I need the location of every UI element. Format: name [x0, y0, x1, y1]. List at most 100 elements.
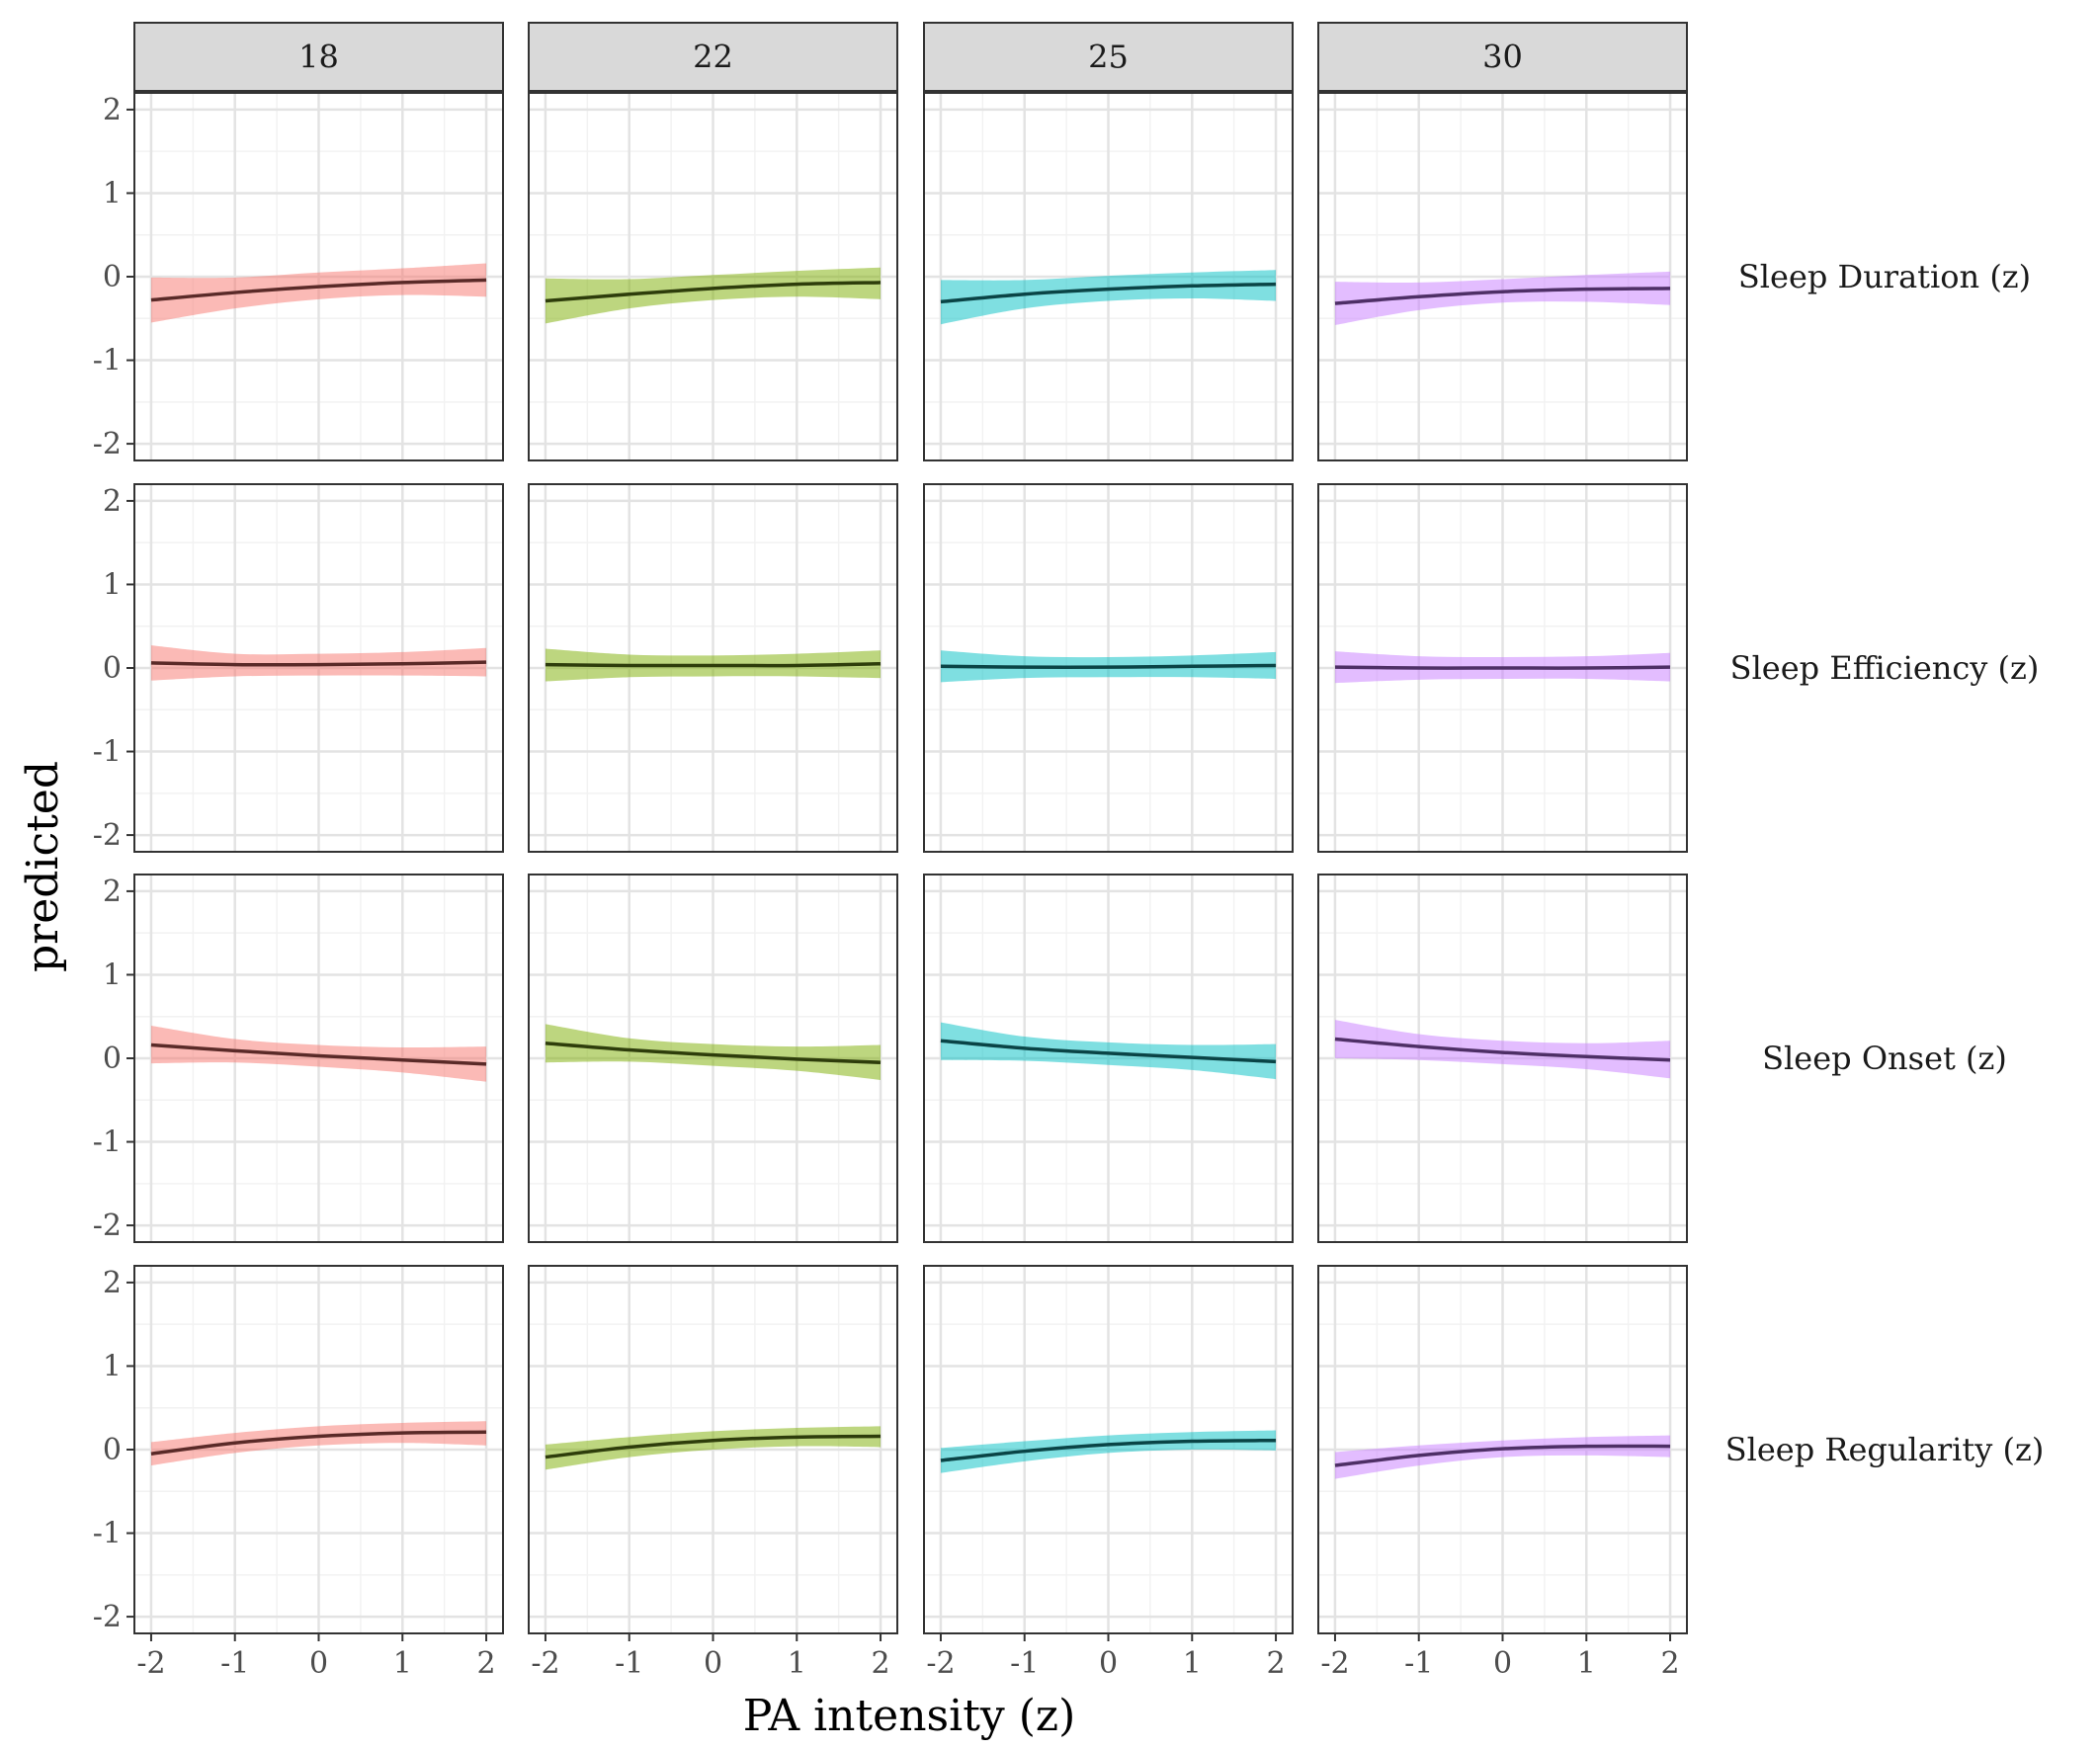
facet-strip-label: 22	[693, 39, 733, 76]
y-tick-label: -2	[93, 818, 122, 853]
facet-strip-30: 30	[1317, 22, 1688, 92]
x-tick-label: 1	[393, 1646, 412, 1681]
x-axis-col-2: -2 -1 0 1 2	[926, 1633, 1286, 1681]
x-tick-label: -2	[531, 1646, 559, 1681]
y-tick-label: 2	[103, 875, 122, 909]
prediction-line	[1334, 1037, 1671, 1062]
y-tick-label: -1	[93, 1125, 122, 1160]
x-tick-label: 1	[1577, 1646, 1596, 1681]
prediction-line	[940, 282, 1277, 304]
panel-border	[1317, 874, 1688, 1243]
panel-r1-c2	[923, 483, 1294, 853]
confidence-band	[150, 1026, 487, 1082]
x-tick-label: 1	[1183, 1646, 1202, 1681]
panel-border	[528, 874, 898, 1243]
facet-strip-22: 22	[528, 22, 898, 92]
y-axis-row-1: -2 -1 0 1 2	[93, 484, 134, 853]
y-axis-row-0: -2 -1 0 1 2	[93, 93, 134, 461]
y-axis-title: predicted	[18, 761, 68, 972]
panel-r0-c3	[1317, 92, 1688, 461]
y-tick-label: -1	[93, 1517, 122, 1551]
panel-r2-c0	[133, 874, 504, 1243]
confidence-band	[1334, 1020, 1671, 1079]
prediction-line	[545, 1434, 882, 1459]
confidence-band	[150, 263, 487, 323]
y-tick-label: 0	[103, 260, 122, 294]
prediction-line	[545, 1042, 882, 1064]
prediction-line	[1334, 287, 1671, 305]
panel-r0-c0	[133, 92, 504, 461]
y-tick-label: 0	[103, 651, 122, 686]
x-axis-col-1: -2 -1 0 1 2	[531, 1633, 890, 1681]
x-tick-label: 2	[476, 1646, 495, 1681]
x-tick-label: 2	[1266, 1646, 1285, 1681]
x-axis-title: PA intensity (z)	[743, 1691, 1076, 1741]
confidence-band	[940, 270, 1277, 325]
confidence-band	[545, 1024, 882, 1080]
x-tick-label: 2	[871, 1646, 889, 1681]
x-tick-label: -1	[615, 1646, 643, 1681]
panel-r0-c2	[923, 92, 1294, 461]
prediction-line	[940, 1039, 1277, 1064]
panel-r2-c3	[1317, 874, 1688, 1243]
panel-r3-c0	[133, 1265, 504, 1634]
x-tick-label: -2	[926, 1646, 955, 1681]
row-facet-label: Sleep Efficiency (z)	[1730, 649, 2040, 687]
facet-strip-label: 30	[1482, 39, 1523, 76]
x-tick-label: -2	[1320, 1646, 1349, 1681]
panel-r1-c0	[133, 483, 504, 853]
panel-r3-c1	[528, 1265, 898, 1634]
y-axis-row-3: -2 -1 0 1 2	[93, 1266, 134, 1634]
y-tick-label: 1	[103, 1349, 122, 1383]
panel-border	[923, 483, 1294, 853]
row-facet-label: Sleep Duration (z)	[1738, 258, 2031, 295]
facet-strip-25: 25	[923, 22, 1294, 92]
prediction-line	[150, 1042, 487, 1066]
y-axis-row-2: -2 -1 0 1 2	[93, 875, 134, 1243]
x-tick-label: 0	[309, 1646, 328, 1681]
x-tick-label: -1	[220, 1646, 249, 1681]
x-tick-label: -1	[1010, 1646, 1039, 1681]
y-tick-label: 2	[103, 484, 122, 519]
x-tick-label: -1	[1404, 1646, 1433, 1681]
y-tick-label: -1	[93, 344, 122, 378]
x-tick-label: 0	[1099, 1646, 1118, 1681]
prediction-line	[150, 1430, 487, 1456]
y-tick-label: -2	[93, 1600, 122, 1634]
x-tick-label: 1	[788, 1646, 806, 1681]
facet-strip-label: 25	[1088, 39, 1129, 76]
panel-r2-c2	[923, 874, 1294, 1243]
prediction-line	[545, 662, 882, 668]
confidence-band	[940, 1022, 1277, 1080]
x-tick-label: 0	[1493, 1646, 1512, 1681]
y-tick-label: 0	[103, 1042, 122, 1076]
panel-border	[1317, 92, 1688, 461]
panel-r0-c1	[528, 92, 898, 461]
prediction-line	[1334, 1444, 1671, 1467]
facet-strip-label: 18	[298, 39, 339, 76]
y-tick-label: 2	[103, 1266, 122, 1300]
row-facet-label: Sleep Onset (z)	[1762, 1040, 2007, 1077]
y-tick-label: 1	[103, 567, 122, 602]
confidence-band	[545, 267, 882, 324]
prediction-line	[545, 281, 882, 303]
prediction-line	[940, 1438, 1277, 1462]
y-tick-label: 1	[103, 176, 122, 210]
y-tick-label: -1	[93, 735, 122, 770]
panel-r3-c3	[1317, 1265, 1688, 1634]
y-tick-label: -2	[93, 1208, 122, 1243]
panel-border	[528, 92, 898, 461]
confidence-band	[1334, 271, 1671, 326]
panel-border	[528, 483, 898, 853]
y-tick-label: -2	[93, 427, 122, 461]
x-axis-col-3: -2 -1 0 1 2	[1320, 1633, 1680, 1681]
prediction-line	[1334, 665, 1671, 670]
panel-r1-c1	[528, 483, 898, 853]
panel-r1-c3	[1317, 483, 1688, 853]
prediction-line	[150, 278, 487, 302]
x-tick-label: 2	[1660, 1646, 1679, 1681]
x-tick-label: 0	[704, 1646, 722, 1681]
prediction-line	[940, 663, 1277, 670]
panel-border	[1317, 483, 1688, 853]
